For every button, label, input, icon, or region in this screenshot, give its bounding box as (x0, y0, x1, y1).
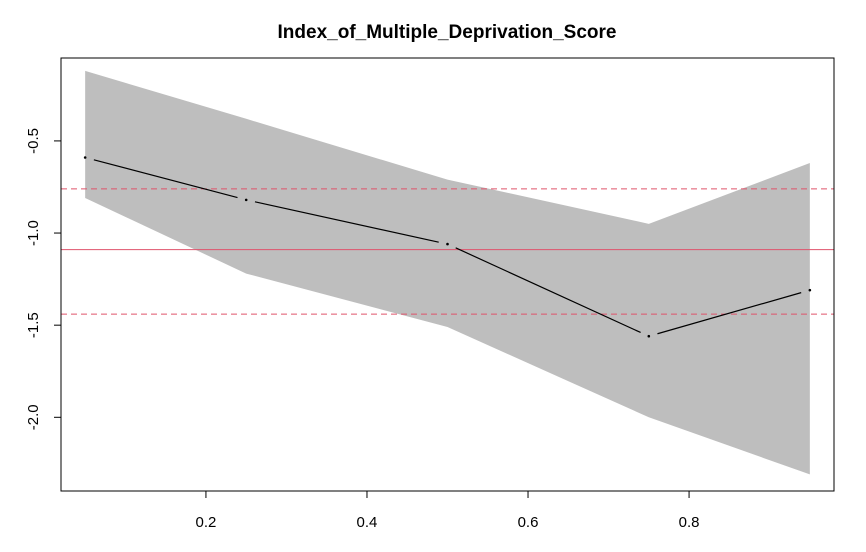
x-tick-label: 0.8 (679, 514, 700, 531)
chart-title: Index_of_Multiple_Deprivation_Score (278, 22, 617, 43)
series-line-segment (455, 247, 641, 334)
y-tick-label: -2.0 (25, 404, 42, 430)
data-point (83, 156, 87, 159)
data-point (808, 288, 812, 292)
y-tick-label: -1.5 (25, 312, 42, 338)
x-tick-label: 0.2 (196, 514, 217, 531)
plot-frame (60, 57, 835, 492)
axes: 0.2 0.4 0.6 0.8 -2.0 -1.5 -1.0 -0.5 (25, 57, 835, 531)
series-line-segment (93, 159, 238, 199)
series-line-segment (657, 292, 802, 335)
series-line-segment (254, 201, 439, 243)
data-point (244, 198, 248, 202)
confidence-band (85, 70, 810, 475)
data-point (647, 334, 651, 338)
y-tick-label: -0.5 (25, 128, 42, 154)
data-point (446, 242, 449, 246)
x-tick-label: 0.4 (357, 514, 378, 531)
y-tick-label: -1.0 (25, 220, 42, 246)
x-tick-label: 0.6 (518, 514, 539, 531)
plot-area (61, 70, 834, 475)
